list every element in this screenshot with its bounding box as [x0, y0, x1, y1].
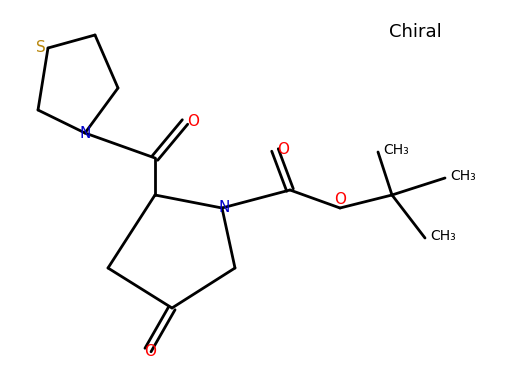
Text: O: O [334, 193, 346, 207]
Text: S: S [36, 40, 46, 54]
Text: Chiral: Chiral [389, 23, 441, 41]
Text: CH₃: CH₃ [383, 143, 409, 157]
Text: O: O [277, 142, 289, 157]
Text: O: O [187, 114, 199, 130]
Text: CH₃: CH₃ [430, 229, 456, 243]
Text: CH₃: CH₃ [450, 169, 476, 183]
Text: O: O [144, 344, 156, 358]
Text: N: N [218, 201, 230, 215]
Text: N: N [79, 125, 91, 141]
